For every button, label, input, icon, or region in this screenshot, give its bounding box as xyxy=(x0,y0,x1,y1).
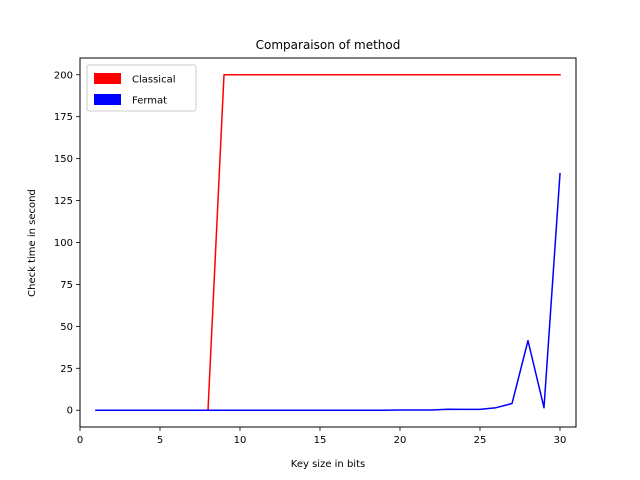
legend-label-fermat: Fermat xyxy=(132,96,167,107)
series-line-fermat xyxy=(95,172,561,411)
x-axis-ticks: 0 5 10 15 20 25 30 xyxy=(77,427,567,446)
series-layer xyxy=(95,74,561,411)
y-tick-label: 125 xyxy=(54,196,73,207)
x-tick-label: 20 xyxy=(394,435,407,446)
y-axis-ticks: 0 25 50 75 100 125 150 175 200 xyxy=(54,70,80,417)
x-tick-label: 10 xyxy=(234,435,247,446)
y-tick-label: 25 xyxy=(60,364,73,375)
x-tick-label: 30 xyxy=(554,435,567,446)
y-tick-label: 50 xyxy=(60,322,73,333)
x-tick-label: 0 xyxy=(77,435,83,446)
legend: Classical Fermat xyxy=(86,64,197,112)
y-tick-label: 0 xyxy=(67,406,73,417)
y-tick-label: 175 xyxy=(54,112,73,123)
y-tick-label: 150 xyxy=(54,154,73,165)
legend-label-classical: Classical xyxy=(132,75,176,86)
legend-swatch-classical xyxy=(94,73,121,84)
chart-title: Comparaison of method xyxy=(256,38,401,52)
x-tick-label: 15 xyxy=(314,435,327,446)
y-tick-label: 100 xyxy=(54,238,73,249)
x-axis-label: Key size in bits xyxy=(291,459,365,470)
y-tick-label: 75 xyxy=(60,280,73,291)
plot-area-frame xyxy=(79,57,577,428)
y-axis-label: Check time in second xyxy=(27,189,38,297)
x-tick-label: 25 xyxy=(474,435,487,446)
legend-swatch-fermat xyxy=(94,94,121,105)
x-tick-label: 5 xyxy=(157,435,163,446)
y-tick-label: 200 xyxy=(54,70,73,81)
